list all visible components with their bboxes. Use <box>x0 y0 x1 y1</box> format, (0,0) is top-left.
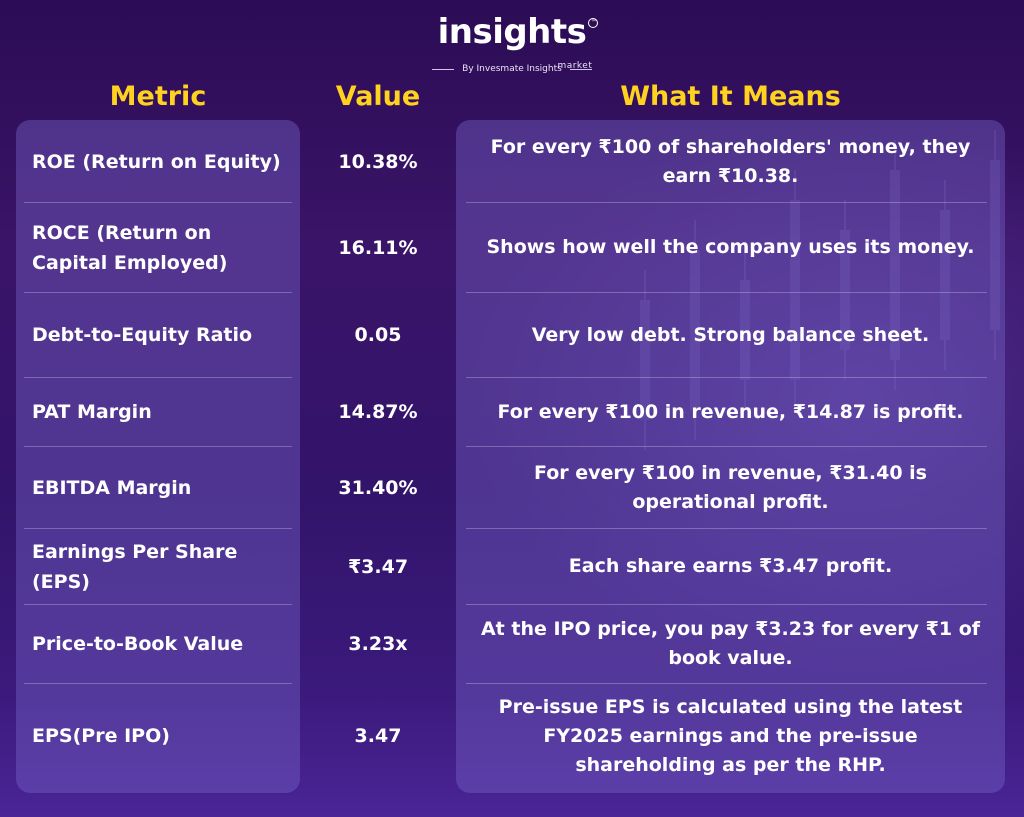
table-row: EPS(Pre IPO) 3.47 Pre-issue EPS is calcu… <box>16 684 1005 788</box>
row-divider <box>466 604 987 605</box>
tagline-line-right <box>569 68 592 70</box>
brand-tagline-row: By Invesmate Insights <box>0 64 1024 74</box>
tagline-line-left <box>432 68 455 70</box>
table-row: Debt-to-Equity Ratio 0.05 Very low debt.… <box>16 293 1005 377</box>
value-cell: 10.38% <box>338 151 418 173</box>
meaning-cell: For every ₹100 in revenue, ₹14.87 is pro… <box>497 400 964 423</box>
trademark-icon: ™ <box>588 18 599 28</box>
row-divider <box>466 446 987 447</box>
brand-logo: insights ™ market By Invesmate Insights <box>0 12 1024 74</box>
table-row: Earnings Per Share (EPS) ₹3.47 Each shar… <box>16 529 1005 604</box>
value-cell: 0.05 <box>354 324 402 346</box>
table-row: EBITDA Margin 31.40% For every ₹100 in r… <box>16 447 1005 528</box>
table-row: Price-to-Book Value 3.23x At the IPO pri… <box>16 605 1005 683</box>
value-cell: 31.40% <box>338 476 418 499</box>
metric-cell: Debt-to-Equity Ratio <box>32 324 253 346</box>
metric-cell: PAT Margin <box>32 401 152 423</box>
background-glow <box>464 120 1024 680</box>
row-divider <box>466 202 987 203</box>
brand-sub: market <box>557 61 593 71</box>
metric-cell: EBITDA Margin <box>32 476 192 499</box>
table-row: PAT Margin 14.87% For every ₹100 in reve… <box>16 378 1005 446</box>
metric-column-panel <box>16 120 300 793</box>
header-meaning: What It Means <box>620 81 841 112</box>
meaning-cell: Shows how well the company uses its mone… <box>486 236 975 258</box>
meaning-cell: Each share earns ₹3.47 profit. <box>568 555 893 577</box>
metric-cell: ROCE (Return on Capital Employed) <box>32 221 228 274</box>
meaning-column-panel <box>456 120 1005 793</box>
meaning-cell: For every ₹100 in revenue, ₹31.40 is ope… <box>534 461 927 513</box>
row-divider <box>466 528 987 529</box>
brand-name: insights <box>437 12 587 52</box>
value-cell: 16.11% <box>338 236 418 259</box>
row-divider <box>24 528 292 529</box>
row-divider <box>24 202 292 203</box>
value-cell: 3.47 <box>354 725 402 747</box>
table-row: ROCE (Return on Capital Employed) 16.11%… <box>16 203 1005 292</box>
value-cell: 14.87% <box>338 401 418 423</box>
row-divider <box>24 446 292 447</box>
metric-cell: ROE (Return on Equity) <box>32 151 281 173</box>
row-divider <box>24 377 292 378</box>
meaning-cell: Pre-issue EPS is calculated using the la… <box>498 695 963 776</box>
row-divider <box>466 683 987 684</box>
brand-tagline: By Invesmate Insights <box>462 64 562 74</box>
row-divider <box>24 292 292 293</box>
value-cell: 3.23x <box>348 633 408 655</box>
row-divider <box>24 683 292 684</box>
metric-cell: EPS(Pre IPO) <box>32 725 170 747</box>
header-metric: Metric <box>109 81 207 112</box>
row-divider <box>24 604 292 605</box>
meaning-cell: For every ₹100 of shareholders' money, t… <box>490 136 971 187</box>
metric-cell: Price-to-Book Value <box>32 633 244 655</box>
meaning-cell: Very low debt. Strong balance sheet. <box>531 323 930 346</box>
header-value: Value <box>335 81 421 112</box>
value-cell: ₹3.47 <box>347 555 409 578</box>
row-divider <box>466 377 987 378</box>
meaning-cell: At the IPO price, you pay ₹3.23 for ever… <box>480 618 981 669</box>
row-divider <box>466 292 987 293</box>
table-row: ROE (Return on Equity) 10.38% For every … <box>16 122 1005 202</box>
metric-cell: Earnings Per Share (EPS) <box>32 540 238 593</box>
